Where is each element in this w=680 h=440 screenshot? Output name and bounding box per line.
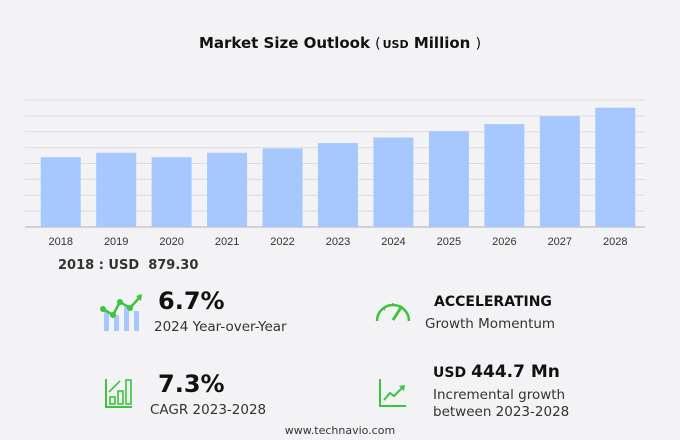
bar-2025 [428,131,469,227]
bar-2023 [318,143,358,227]
incremental-label-2: between 2023-2028 [433,404,570,420]
bar-chart: 2018 2019 2020 2021 2022 2023 2024 2025 2026 2027… [25,99,645,248]
x-tick-label: 2023 [326,236,350,248]
bar-2028 [595,107,636,227]
incremental-label-1: Incremental growth [433,387,566,403]
footer-url: www.technavio.com [284,424,396,437]
x-tick-label: 2022 [270,236,294,248]
yoy-label: 2024 Year-over-Year [154,319,287,335]
x-tick-label: 2028 [603,236,627,248]
paren-open: ( [375,36,381,52]
line-growth-icon [379,379,406,407]
paren-close: ) [475,36,482,52]
bar-2018 [40,157,81,227]
x-tick-label: 2026 [492,236,516,248]
bar-2024 [373,137,414,227]
incremental-amount: 444.7 Mn [471,362,560,382]
base-year-value: 2018 : USD 879.30 [58,258,199,273]
bar-2019 [96,152,137,227]
x-tick-label: 2025 [437,236,461,248]
momentum-value: ACCELERATING [434,294,552,310]
bar-2020 [151,157,192,227]
bar-2026 [484,124,525,227]
x-tick-label: 2024 [381,236,405,248]
x-tick-label: 2021 [215,236,239,248]
x-tick-label: 2019 [104,236,128,248]
yoy-value: 6.7% [158,287,225,315]
bar-2022 [262,148,303,227]
bar-growth-icon [105,379,132,408]
x-tick-label: 2020 [159,236,183,248]
title-unit: USD [382,38,409,51]
cagr-label: CAGR 2023-2028 [150,402,267,418]
incremental-prefix: USD [433,365,467,381]
bar-2027 [539,116,580,227]
x-tick-label: 2018 [48,236,72,248]
momentum-label: Growth Momentum [425,316,556,332]
speedometer-icon [375,303,411,322]
chart-trend-icon [100,294,142,331]
chart-title: Market Size Outlook (USD Million ) [0,34,680,52]
incremental-value: USD 444.7 Mn [433,362,560,382]
bar-2021 [207,152,248,227]
x-tick-label: 2027 [548,236,572,248]
title-main: Market Size Outlook [198,34,370,52]
title-unit-word: Million [413,34,471,52]
cagr-value: 7.3% [158,370,225,398]
